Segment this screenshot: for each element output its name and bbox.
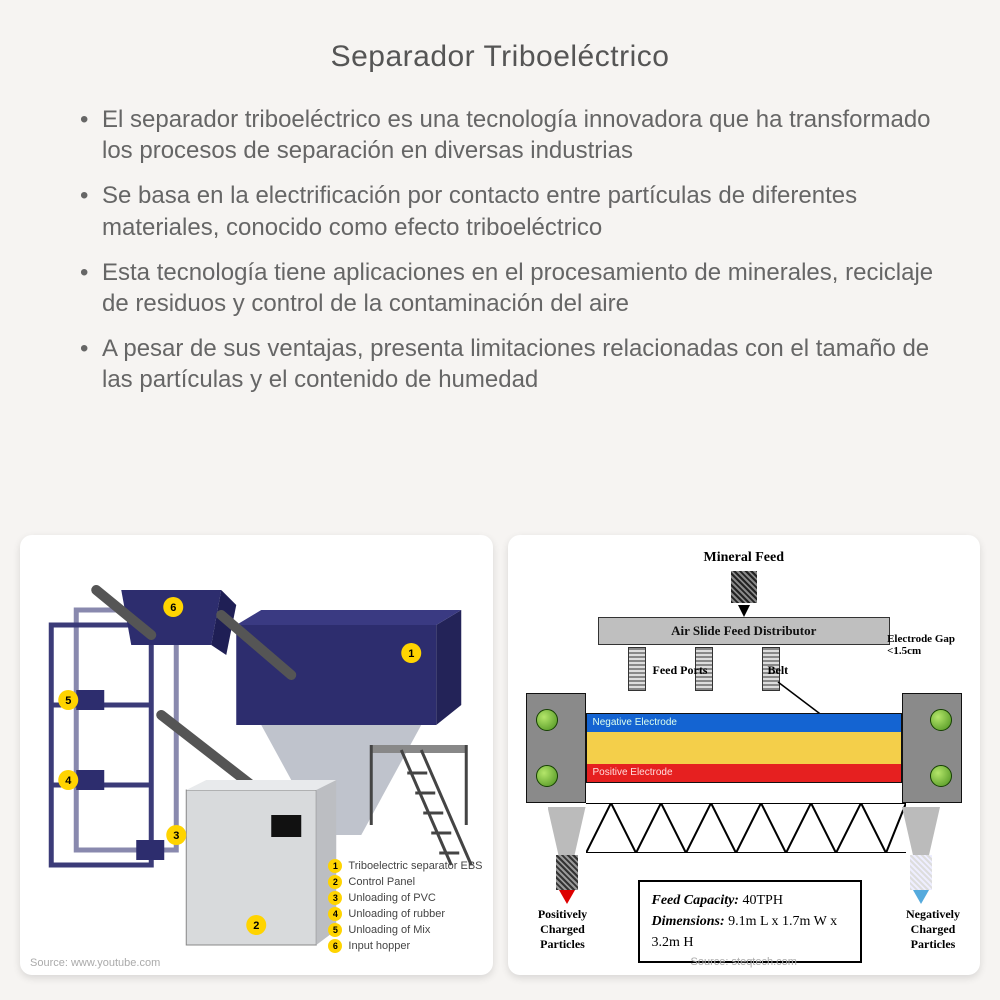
bullet-list: El separador triboeléctrico es una tecno…	[50, 104, 950, 396]
capacity-box: Feed Capacity: 40TPH Dimensions: 9.1m L …	[638, 880, 863, 963]
legend-row: 4 Unloading of rubber	[328, 907, 482, 921]
bullet-item: A pesar de sus ventajas, presenta limita…	[80, 333, 940, 395]
legend-num: 5	[328, 923, 342, 937]
negative-electrode: Negative Electrode	[587, 714, 902, 732]
svg-text:3: 3	[173, 830, 179, 842]
legend-num: 3	[328, 891, 342, 905]
figure-schematic: Mineral Feed Air Slide Feed Distributor …	[508, 535, 981, 975]
roller-icon	[536, 765, 558, 787]
source-label: Source: steqtech.com	[691, 956, 797, 968]
feed-ports-label: Feed Ports	[653, 663, 708, 678]
legend-row: 2 Control Panel	[328, 875, 482, 889]
negative-particles-label: Negatively Charged Particles	[888, 907, 978, 952]
page-title: Separador Triboeléctrico	[50, 40, 950, 74]
belt-zone: Negative Electrode Positive Electrode	[526, 693, 963, 803]
stream-left-icon	[556, 855, 578, 890]
legend-text: Input hopper	[348, 940, 410, 952]
legend-num: 2	[328, 875, 342, 889]
feed-capacity-label: Feed Capacity:	[652, 893, 739, 908]
svg-text:5: 5	[65, 695, 71, 707]
legend: 1 Triboelectric separator EBS 2 Control Pa…	[328, 859, 482, 955]
arrow-down-blue-icon	[913, 890, 929, 904]
bullet-item: El separador triboeléctrico es una tecno…	[80, 104, 940, 166]
bullet-item: Se basa en la electrificación por contac…	[80, 180, 940, 242]
legend-row: 5 Unloading of Mix	[328, 923, 482, 937]
legend-text: Unloading of Mix	[348, 924, 430, 936]
positive-electrode: Positive Electrode	[587, 764, 902, 782]
air-slide-distributor: Air Slide Feed Distributor	[598, 617, 891, 645]
feed-block-icon	[731, 571, 757, 603]
roller-icon	[930, 765, 952, 787]
truss-icon	[586, 803, 906, 853]
legend-num: 4	[328, 907, 342, 921]
stream-right-icon	[910, 855, 932, 890]
legend-row: 3 Unloading of PVC	[328, 891, 482, 905]
belt-mid	[587, 732, 902, 764]
svg-text:1: 1	[408, 648, 414, 660]
feed-port-icon	[628, 647, 646, 691]
belt-label: Belt	[768, 663, 789, 678]
funnel-left-icon	[548, 807, 586, 857]
legend-num: 1	[328, 859, 342, 873]
end-housing-left	[526, 693, 586, 803]
dimensions-label: Dimensions:	[652, 914, 725, 929]
electrode-gap-label: Electrode Gap <1.5cm	[887, 633, 955, 657]
bullet-item: Esta tecnología tiene aplicaciones en el…	[80, 257, 940, 319]
roller-icon	[930, 709, 952, 731]
legend-num: 6	[328, 939, 342, 953]
arrow-down-red-icon	[559, 890, 575, 904]
funnel-right-icon	[902, 807, 940, 857]
svg-text:4: 4	[65, 775, 72, 787]
svg-text:6: 6	[170, 602, 176, 614]
source-label: Source: www.youtube.com	[30, 957, 160, 969]
legend-text: Unloading of rubber	[348, 908, 445, 920]
feed-capacity-value: 40TPH	[739, 893, 783, 908]
legend-text: Control Panel	[348, 876, 415, 888]
positive-particles-label: Positively Charged Particles	[518, 907, 608, 952]
legend-row: 6 Input hopper	[328, 939, 482, 953]
figure-machine-3d: 1 2 3 4 5 6 1 Triboelectric separator EBS…	[20, 535, 493, 975]
legend-text: Unloading of PVC	[348, 892, 435, 904]
svg-text:2: 2	[253, 920, 259, 932]
arrow-down-icon	[738, 605, 750, 617]
legend-text: Triboelectric separator EBS	[348, 860, 482, 872]
mineral-feed-label: Mineral Feed	[704, 550, 784, 566]
end-housing-right	[902, 693, 962, 803]
belt-body: Negative Electrode Positive Electrode	[586, 713, 903, 783]
legend-row: 1 Triboelectric separator EBS	[328, 859, 482, 873]
roller-icon	[536, 709, 558, 731]
